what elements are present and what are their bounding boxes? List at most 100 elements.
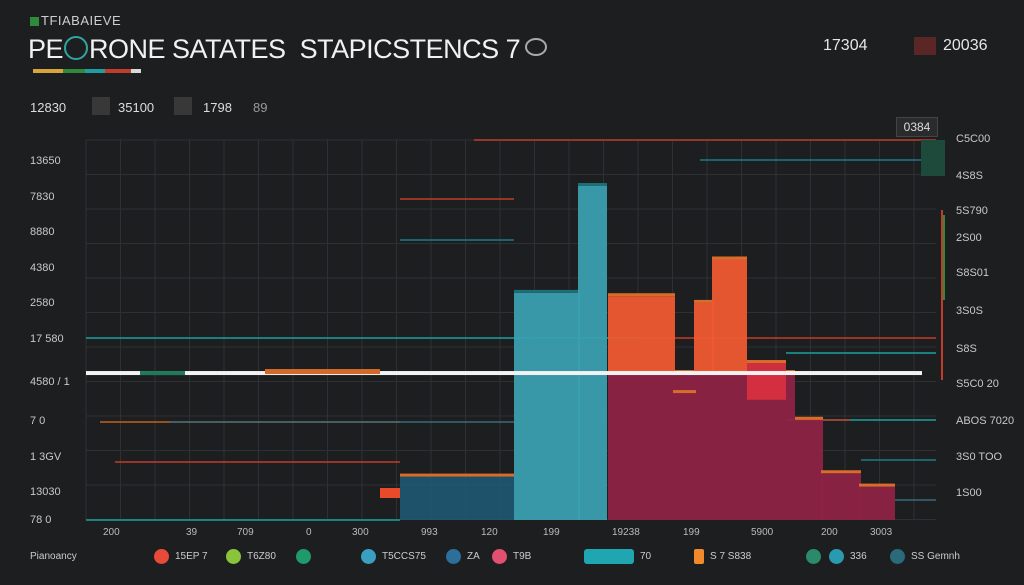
legend-label: ZA xyxy=(467,550,480,562)
subheader-left-value: 12830 xyxy=(30,100,67,115)
x-tick-label: 200 xyxy=(821,527,838,538)
x-tick-label: 3003 xyxy=(870,527,893,538)
bar xyxy=(694,302,714,374)
threshold-segment xyxy=(265,369,380,375)
subheader-value-3: 89 xyxy=(253,100,268,115)
legend-item xyxy=(290,546,317,566)
bar xyxy=(400,476,514,520)
eye-icon xyxy=(525,38,547,56)
x-tick-label: 39 xyxy=(186,527,198,538)
legend-swatch-icon xyxy=(361,548,376,564)
right-tick-label: 4S8S xyxy=(956,170,983,182)
subheader-box-icon-1 xyxy=(92,97,110,115)
legend-swatch-icon xyxy=(492,548,507,564)
legend-item: T5CCS75 xyxy=(355,546,426,566)
legend-swatch-icon xyxy=(584,548,634,564)
x-tick-label: 120 xyxy=(481,527,498,538)
bar xyxy=(821,473,861,520)
legend-label: Pianoancy xyxy=(30,550,77,562)
x-tick-label: 199 xyxy=(683,527,700,538)
bar-cap xyxy=(694,299,714,303)
bar-cap xyxy=(795,416,823,420)
stat-flag-icon xyxy=(914,37,936,55)
bar-cap xyxy=(514,289,580,293)
bar-cap xyxy=(712,256,747,260)
threshold-segment xyxy=(140,371,185,376)
legend-item: ZA xyxy=(440,546,480,566)
legend-swatch-icon xyxy=(446,548,461,564)
right-tick-label: ABOS 7020 xyxy=(956,415,1015,427)
bar-cap xyxy=(821,470,861,474)
legend-label: 336 xyxy=(850,550,867,562)
x-tick-label: 300 xyxy=(352,527,369,538)
accent-swatch xyxy=(63,69,85,73)
x-tick-label: 709 xyxy=(237,527,254,538)
legend-item: 70 xyxy=(578,546,651,566)
bar-cap xyxy=(673,390,696,394)
bar xyxy=(514,292,580,520)
right-tick-label: 1S00 xyxy=(956,487,982,499)
threshold-line xyxy=(86,371,922,376)
bar-cap xyxy=(747,360,786,364)
bar xyxy=(747,363,786,400)
y-tick-label: 1 3GV xyxy=(30,451,62,463)
y-tick-label: 7830 xyxy=(30,191,55,203)
legend-label: 70 xyxy=(640,550,652,562)
right-tick-label: 3S0S xyxy=(956,305,983,317)
legend-swatch-icon xyxy=(829,548,844,564)
legend-item: S 7 S838 xyxy=(688,546,751,566)
legend-item: SS Gemnh xyxy=(884,546,960,566)
bar xyxy=(795,419,823,520)
y-tick-label: 13650 xyxy=(30,155,61,167)
legend-item: T6Z80 xyxy=(220,546,276,566)
x-tick-label: 0 xyxy=(306,527,312,538)
legend-item: Pianoancy xyxy=(30,546,77,566)
bar-cap xyxy=(400,473,514,477)
accent-swatch xyxy=(85,69,105,73)
right-tick-label: C5C00 xyxy=(956,133,991,145)
bar xyxy=(608,296,675,374)
right-tick-label: 2S00 xyxy=(956,232,982,244)
right-tick-label: S8S xyxy=(956,343,977,355)
y-tick-label: 2580 xyxy=(30,297,55,309)
y-tick-label: 17 580 xyxy=(30,333,64,345)
bar-cap xyxy=(608,293,675,297)
legend-swatch-icon xyxy=(154,548,169,564)
legend-label: SS Gemnh xyxy=(911,550,960,562)
brand-square-icon xyxy=(30,17,39,26)
bar xyxy=(578,186,607,520)
stat-value-2: 20036 xyxy=(943,37,988,54)
chart-title: PE RONE SATATES STAPICSTENCS 7 xyxy=(28,34,521,64)
y-tick-label: 4580 / 1 xyxy=(30,376,70,388)
legend-item xyxy=(800,546,827,566)
stat-value-1: 17304 xyxy=(823,37,868,54)
right-tick-label: S5C0 20 xyxy=(956,378,999,390)
y-tick-label: 7 0 xyxy=(30,415,46,427)
chart-subtitle: TFIABAIEVE xyxy=(30,13,121,28)
legend-label: T5CCS75 xyxy=(382,550,426,562)
right-tick-label: S8S01 xyxy=(956,267,990,279)
legend-label: S 7 S838 xyxy=(710,550,752,562)
legend-swatch-icon xyxy=(890,548,905,564)
y-tick-label: 13030 xyxy=(30,486,61,498)
right-tick-label: 5S790 xyxy=(956,205,988,217)
x-tick-label: 199 xyxy=(543,527,560,538)
legend-swatch-icon xyxy=(806,548,821,564)
marker xyxy=(380,488,400,498)
bar-cap xyxy=(578,183,607,186)
accent-color-bar xyxy=(33,69,141,73)
right-tick-label: 3S0 TOO xyxy=(956,451,1003,463)
ring-icon xyxy=(64,36,89,60)
subheader-value-2: 1798 xyxy=(203,100,232,115)
legend-item: T9B xyxy=(486,546,531,566)
legend-item: 15EP 7 xyxy=(148,546,208,566)
y-tick-label: 78 0 xyxy=(30,514,52,526)
bar xyxy=(859,486,895,520)
legend-label: T9B xyxy=(513,550,532,562)
legend-item: 336 xyxy=(823,546,867,566)
legend-swatch-icon xyxy=(694,548,704,564)
corner-block xyxy=(921,140,945,176)
y-tick-label: 8880 xyxy=(30,226,55,238)
y-tick-label: 4380 xyxy=(30,262,55,274)
